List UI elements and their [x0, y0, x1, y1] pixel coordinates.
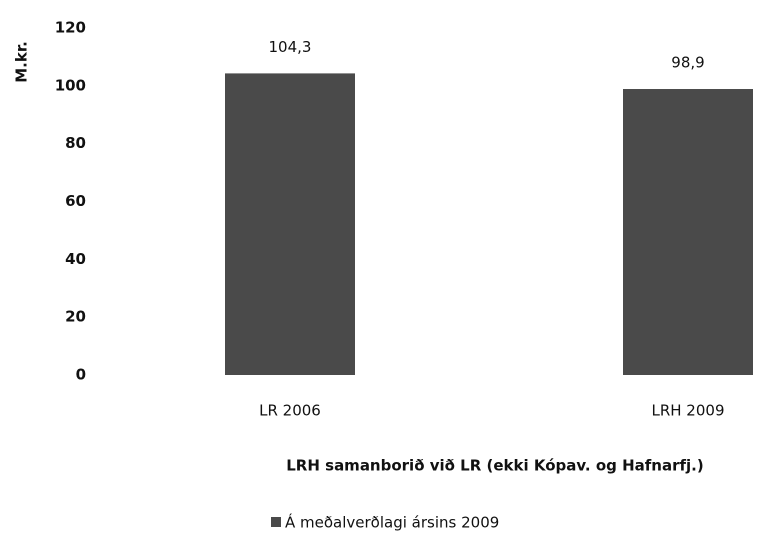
y-axis-label: M.kr.: [13, 41, 31, 83]
y-tick-label: 100: [55, 76, 86, 94]
x-tick-label: LR 2006: [259, 402, 321, 420]
legend-label: Á meðalverðlagi ársins 2009: [285, 513, 499, 532]
bar: [623, 89, 753, 376]
y-tick-label: 60: [65, 192, 86, 210]
x-tick-label: LRH 2009: [651, 402, 724, 420]
y-tick-label: 0: [76, 366, 86, 384]
y-tick-label: 20: [65, 308, 86, 326]
y-tick-label: 40: [65, 250, 86, 268]
value-label: 98,9: [671, 54, 704, 72]
y-tick-label: 80: [65, 134, 86, 152]
value-label: 104,3: [269, 38, 312, 56]
legend-swatch: [271, 517, 281, 527]
y-tick-label: 120: [55, 19, 86, 37]
x-axis-label: LRH samanborið við LR (ekki Kópav. og Ha…: [286, 457, 703, 475]
bar: [225, 73, 355, 375]
